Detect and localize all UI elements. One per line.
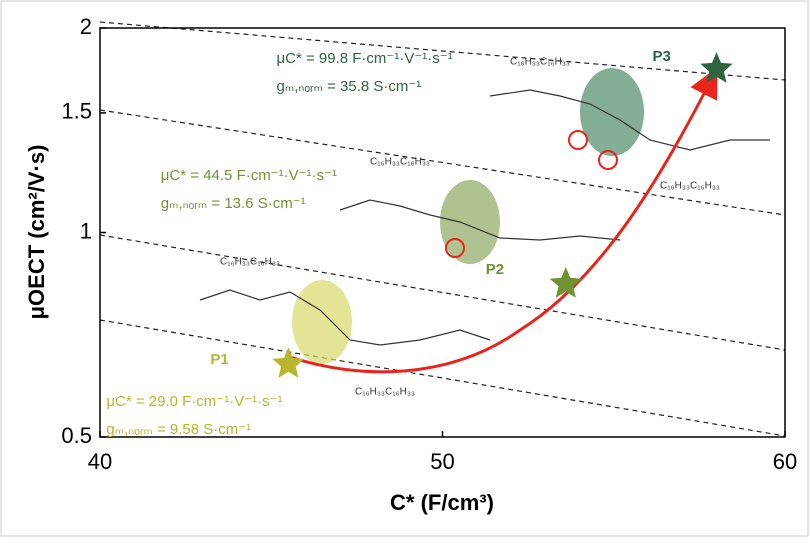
side-chain-label: C₁₆H₃₃C₁₆H₃₃: [355, 387, 415, 398]
side-chain-label: C₁₆H₃₃C₁₆H₃₃: [510, 57, 570, 68]
annotation: μC* = 44.5 F·cm⁻¹·V⁻¹·s⁻¹: [161, 167, 337, 184]
point-label: P1: [210, 351, 228, 368]
x-tick-label: 60: [773, 449, 797, 474]
annotation: gₘ,ₙₒᵣₘ = 9.58 S·cm⁻¹: [106, 421, 251, 438]
annotation: gₘ,ₙₒᵣₘ = 35.8 S·cm⁻¹: [277, 78, 422, 95]
side-chain-label: C₁₆H₃₃C₁₆H₃₃: [220, 257, 280, 268]
point: [549, 266, 582, 298]
point: [700, 52, 733, 83]
side-chain-label: C₁₆H₃₃C₁₆H₃₃: [370, 157, 430, 168]
x-tick-label: 40: [88, 449, 112, 474]
y-axis-label: μOECT (cm²/V·s): [24, 145, 49, 320]
y-tick-label: 1.5: [61, 99, 92, 124]
iso-line: [100, 109, 785, 216]
annotation: μC* = 29.0 F·cm⁻¹·V⁻¹·s⁻¹: [106, 393, 282, 410]
iso-line: [100, 234, 785, 351]
structures: [199, 68, 770, 364]
iso-line: [100, 319, 785, 437]
point-label: P3: [653, 48, 671, 65]
annotation: μC* = 99.8 F·cm⁻¹·V⁻¹·s⁻¹: [277, 50, 453, 67]
iso-lines: [100, 21, 785, 437]
point-label: P2: [486, 261, 504, 278]
point: [272, 347, 305, 378]
y-tick-label: 1: [80, 218, 92, 243]
x-axis-label: C* (F/cm³): [390, 490, 494, 515]
x-tick-label: 50: [430, 449, 454, 474]
y-tick-label: 2: [80, 14, 92, 39]
y-tick-label: 0.5: [61, 423, 92, 448]
side-chain-label: C₁₆H₃₃C₁₆H₃₃: [660, 181, 720, 192]
trend-arrow: [289, 67, 718, 374]
iso-line: [100, 21, 785, 81]
annotation: gₘ,ₙₒᵣₘ = 13.6 S·cm⁻¹: [161, 195, 306, 212]
